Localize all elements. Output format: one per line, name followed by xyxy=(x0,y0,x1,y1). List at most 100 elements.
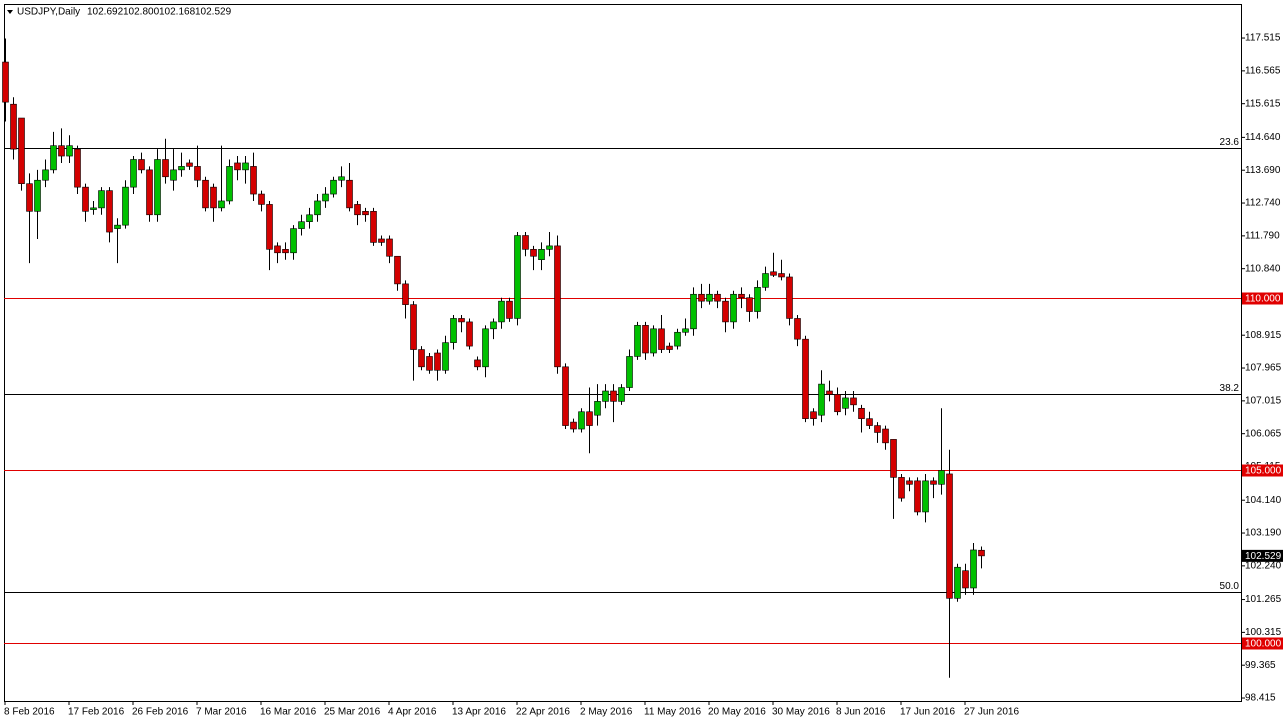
level-tag xyxy=(1242,637,1283,650)
candle-body xyxy=(634,325,641,357)
candle-body xyxy=(186,162,193,167)
candle-body xyxy=(306,214,313,222)
candle-body xyxy=(250,166,257,195)
candle-body xyxy=(66,145,73,157)
candle-body xyxy=(762,273,769,288)
candle-body xyxy=(970,549,977,589)
y-tick-label: 103.190 xyxy=(1245,528,1282,539)
candle-body xyxy=(370,211,377,243)
y-tick-label: 107.965 xyxy=(1245,363,1282,374)
candle-body xyxy=(802,338,809,419)
candle-body xyxy=(298,221,305,229)
candle-body xyxy=(130,159,137,188)
level-label: 38.2 xyxy=(1220,383,1240,394)
level-tag-label: 105.000 xyxy=(1245,466,1282,477)
x-tick-label: 7 Mar 2016 xyxy=(196,707,247,718)
y-tick-label: 112.740 xyxy=(1245,198,1281,209)
candle-body xyxy=(426,356,433,371)
candle-body xyxy=(698,293,705,302)
candle-body xyxy=(178,166,185,171)
y-tick-label: 117.515 xyxy=(1245,33,1281,44)
candle-body xyxy=(162,159,169,178)
candle-body xyxy=(482,328,489,368)
candle-body xyxy=(18,117,25,184)
candle-body xyxy=(90,207,97,210)
candle-body xyxy=(962,570,969,589)
candle-body xyxy=(546,245,553,250)
candle-body xyxy=(410,304,417,350)
candle-body xyxy=(626,356,633,388)
candle-body xyxy=(618,387,625,402)
level-label: 23.6 xyxy=(1220,137,1240,148)
candle-body xyxy=(138,159,145,171)
price-tag xyxy=(1242,549,1283,562)
candle-body xyxy=(858,407,865,419)
candle-body xyxy=(834,394,841,413)
candle-body xyxy=(490,321,497,330)
candle-body xyxy=(434,352,441,371)
candle-body xyxy=(402,283,409,305)
candle-body xyxy=(354,204,361,216)
candle-body xyxy=(10,103,17,150)
candle-body xyxy=(842,397,849,409)
candle-body xyxy=(290,228,297,254)
candle-body xyxy=(26,183,33,212)
candle-body xyxy=(570,421,577,430)
y-tick-label: 114.640 xyxy=(1245,132,1281,143)
candle-body xyxy=(562,366,569,426)
candle-body xyxy=(106,190,113,233)
candle-body xyxy=(578,411,585,430)
x-tick-label: 2 May 2016 xyxy=(580,707,633,718)
candle-body xyxy=(866,418,873,426)
y-tick-label: 116.565 xyxy=(1245,66,1281,77)
candle-body xyxy=(890,439,897,478)
candle-body xyxy=(754,287,761,312)
candle-body xyxy=(378,238,385,243)
x-tick-label: 8 Feb 2016 xyxy=(4,707,55,718)
x-tick-label: 17 Jun 2016 xyxy=(900,707,955,718)
candle-body xyxy=(346,179,353,209)
candle-body xyxy=(874,425,881,433)
ohlc-close: 102.529 xyxy=(195,7,232,18)
candle-body xyxy=(826,390,833,395)
y-tick-label: 106.065 xyxy=(1245,428,1282,439)
candle-body xyxy=(602,390,609,402)
candle-body xyxy=(946,473,953,599)
candle-body xyxy=(506,300,513,319)
candle-body xyxy=(34,179,41,212)
candle-body xyxy=(554,245,561,368)
ohlc-open: 102.692 xyxy=(87,7,124,18)
candle-body xyxy=(594,401,601,416)
x-tick-label: 8 Jun 2016 xyxy=(836,707,886,718)
candle-body xyxy=(906,480,913,485)
price-tag-label: 102.529 xyxy=(1245,551,1282,562)
candle-body xyxy=(218,200,225,209)
candle-body xyxy=(386,238,393,257)
menu-arrow[interactable] xyxy=(7,10,13,14)
ohlc-high: 102.800 xyxy=(123,7,160,18)
candle-body xyxy=(658,328,665,350)
y-tick-label: 98.415 xyxy=(1245,693,1276,704)
candle-body xyxy=(418,349,425,368)
candle-body xyxy=(850,397,857,406)
chart-title: USDJPY,Daily xyxy=(17,7,80,18)
y-tick-label: 107.015 xyxy=(1245,395,1282,406)
y-tick-label: 102.240 xyxy=(1245,560,1282,571)
candle-body xyxy=(522,235,529,250)
candle-body xyxy=(338,176,345,181)
candle-body xyxy=(362,211,369,216)
plot-frame xyxy=(4,4,1242,702)
candle-body xyxy=(738,293,745,299)
candle-body xyxy=(394,255,401,285)
candle-body xyxy=(650,328,657,354)
y-tick-label: 99.365 xyxy=(1245,660,1276,671)
candle-body xyxy=(82,186,89,212)
candle-body xyxy=(722,300,729,323)
candle-body xyxy=(714,293,721,302)
candle-body xyxy=(42,169,49,181)
y-tick-label: 115.615 xyxy=(1245,98,1281,109)
candle-body xyxy=(242,162,249,171)
